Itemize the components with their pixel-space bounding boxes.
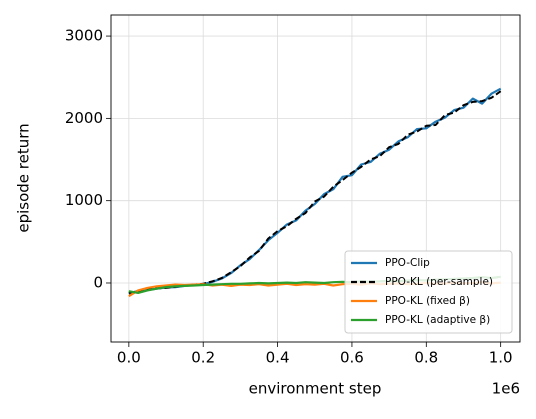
legend-label: PPO-Clip [385, 257, 430, 269]
y-tick-label: 1000 [65, 191, 103, 209]
x-tick-label: 0.2 [191, 349, 215, 367]
y-tick-label: 0 [93, 273, 103, 291]
x-tick-label: 0.0 [117, 349, 141, 367]
legend-label: PPO-KL (adaptive β) [385, 314, 490, 326]
y-tick-label: 3000 [65, 27, 103, 45]
x-tick-label: 1.0 [489, 349, 513, 367]
y-tick-label: 2000 [65, 109, 103, 127]
x-tick-label: 0.8 [414, 349, 438, 367]
y-axis-label: episode return [15, 123, 33, 232]
legend-label: PPO-KL (fixed β) [385, 295, 470, 307]
plot-frame [110, 14, 521, 343]
legend-label: PPO-KL (per-sample) [385, 276, 493, 288]
series-line [128, 90, 502, 294]
legend-box [344, 250, 513, 334]
x-axis-label: environment step [249, 380, 382, 398]
x-offset-label: 1e6 [492, 380, 520, 398]
x-tick-label: 0.4 [266, 349, 290, 367]
x-tick-label: 0.6 [340, 349, 364, 367]
